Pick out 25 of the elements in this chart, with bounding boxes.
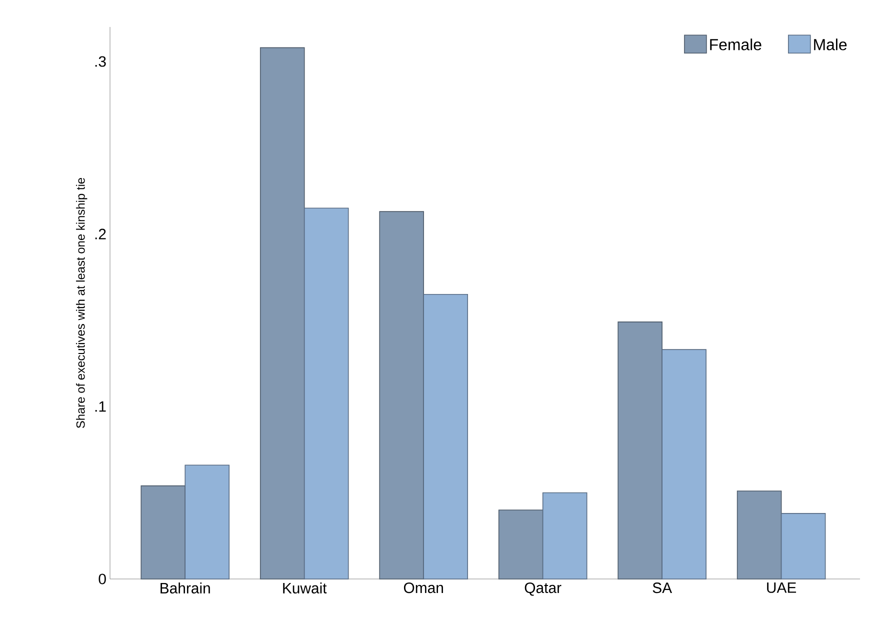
y-tick-label: .2 xyxy=(95,228,106,240)
bar xyxy=(184,464,230,580)
y-tick-label: .1 xyxy=(95,401,106,412)
x-tick-label: SA xyxy=(652,582,672,594)
bar xyxy=(542,492,588,580)
bar xyxy=(140,485,186,580)
x-tick-label: Oman xyxy=(404,582,443,594)
bar xyxy=(423,294,468,580)
bar xyxy=(498,510,544,580)
legend-label: Male xyxy=(814,38,847,50)
y-tick-label: .3 xyxy=(95,56,106,67)
y-axis-title: Share of executives with at least one kinship tie xyxy=(76,178,88,428)
bar xyxy=(662,349,706,580)
bar xyxy=(736,490,782,580)
x-tick-label: UAE xyxy=(767,582,796,593)
bar xyxy=(260,47,305,580)
x-tick-label: Kuwait xyxy=(283,582,327,594)
x-tick-label: Qatar xyxy=(524,582,562,596)
bar xyxy=(780,513,826,580)
bar xyxy=(304,208,349,580)
bar xyxy=(618,322,662,580)
y-tick-label: 0 xyxy=(98,574,106,584)
bar xyxy=(379,211,424,580)
legend-label: Female xyxy=(710,38,762,50)
x-tick-label: Bahrain xyxy=(160,582,210,594)
